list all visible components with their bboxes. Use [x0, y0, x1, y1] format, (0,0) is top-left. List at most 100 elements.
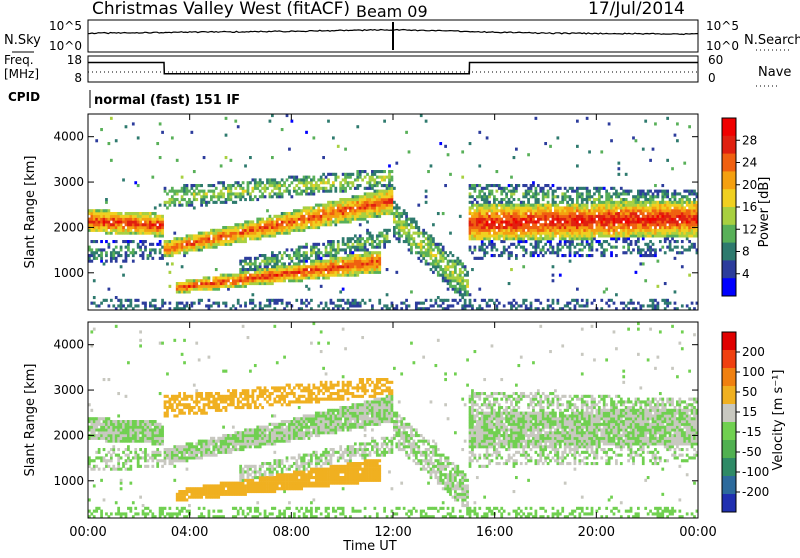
scatter-cell [605, 220, 608, 223]
scatter-cell [649, 304, 652, 307]
scatter-cell [93, 229, 96, 232]
scatter-cell [459, 293, 462, 296]
scatter-cell [98, 437, 101, 440]
scatter-cell [483, 229, 486, 232]
scatter-cell [598, 187, 601, 190]
scatter-cell [527, 223, 530, 226]
scatter-cell [369, 299, 372, 302]
scatter-cell [474, 237, 477, 240]
scatter-cell [449, 274, 452, 277]
scatter-cell [256, 265, 259, 268]
scatter-cell [317, 262, 320, 265]
scatter-cell [100, 254, 103, 257]
scatter-cell [369, 176, 372, 179]
scatter-cell [312, 243, 315, 246]
scatter-cell [469, 234, 472, 237]
scatter-cell [591, 195, 594, 198]
scatter-cell [581, 243, 584, 246]
scatter-cell [610, 218, 613, 221]
scatter-cell [527, 215, 530, 218]
scatter-cell [142, 232, 145, 235]
scatter-cell [664, 226, 667, 229]
scatter-cell [327, 243, 330, 246]
scatter-cell [251, 220, 254, 223]
scatter-cell [110, 437, 113, 440]
scatter-cell [334, 260, 337, 263]
scatter-cell [586, 195, 589, 198]
scatter-cell [635, 240, 638, 243]
scatter-cell [610, 246, 613, 249]
scatter-cell [686, 218, 689, 221]
scatter-cell [98, 212, 101, 215]
scatter-cell [371, 206, 374, 209]
scatter-cell [508, 215, 511, 218]
scatter-cell [693, 234, 696, 237]
scatter-cell [242, 279, 245, 282]
scatter-cell [571, 243, 574, 246]
scatter-cell [291, 215, 294, 218]
scatter-cell [383, 243, 386, 246]
scatter-cell [661, 209, 664, 212]
scatter-cell [447, 274, 450, 277]
scatter-cell [269, 192, 272, 195]
scatter-cell [642, 234, 645, 237]
scatter-cell [178, 237, 181, 240]
scatter-cell [481, 195, 484, 198]
scatter-cell [127, 361, 130, 364]
scatter-cell [125, 462, 128, 465]
scatter-cell [439, 260, 442, 263]
scatter-cell [359, 204, 362, 207]
scatter-cell [464, 285, 467, 288]
scatter-cell [112, 437, 115, 440]
scatter-cell [322, 173, 325, 176]
scatter-cell [134, 232, 137, 235]
scatter-cell [212, 184, 215, 187]
scatter-cell [613, 220, 616, 223]
scatter-cell [491, 206, 494, 209]
scatter-cell [108, 440, 111, 443]
scatter-cell [269, 304, 272, 307]
scatter-cell [234, 232, 237, 235]
scatter-cell [105, 512, 108, 515]
scatter-cell [195, 234, 198, 237]
scatter-cell [622, 218, 625, 221]
scatter-cell [635, 226, 638, 229]
scatter-cell [359, 218, 362, 221]
scatter-cell [686, 248, 689, 251]
scatter-cell [381, 209, 384, 212]
scatter-cell [388, 198, 391, 201]
scatter-cell [234, 192, 237, 195]
scatter-cell [657, 209, 660, 212]
scatter-cell [544, 218, 547, 221]
scatter-cell [278, 195, 281, 198]
scatter-cell [647, 201, 650, 204]
scatter-cell [129, 251, 132, 254]
scatter-cell [581, 237, 584, 240]
scatter-cell [686, 232, 689, 235]
scatter-cell [188, 190, 191, 193]
scatter-cell [181, 187, 184, 190]
scatter-cell [405, 234, 408, 237]
scatter-cell [637, 302, 640, 305]
scatter-cell [615, 215, 618, 218]
scatter-cell [281, 192, 284, 195]
scatter-cell [95, 223, 98, 226]
scatter-cell [254, 257, 257, 260]
scatter-cell [466, 279, 469, 282]
scatter-cell [471, 304, 474, 307]
scatter-cell [691, 246, 694, 249]
scatter-cell [298, 260, 301, 263]
scatter-cell [398, 237, 401, 240]
scatter-cell [93, 212, 96, 215]
scatter-cell [120, 254, 123, 257]
scatter-cell [405, 237, 408, 240]
scatter-cell [293, 220, 296, 223]
scatter-cell [642, 195, 645, 198]
scatter-cell [500, 232, 503, 235]
scatter-cell [542, 198, 545, 201]
scatter-cell [356, 125, 359, 128]
scatter-cell [608, 209, 611, 212]
scatter-cell [632, 229, 635, 232]
scatter-cell [186, 234, 189, 237]
scatter-cell [537, 206, 540, 209]
